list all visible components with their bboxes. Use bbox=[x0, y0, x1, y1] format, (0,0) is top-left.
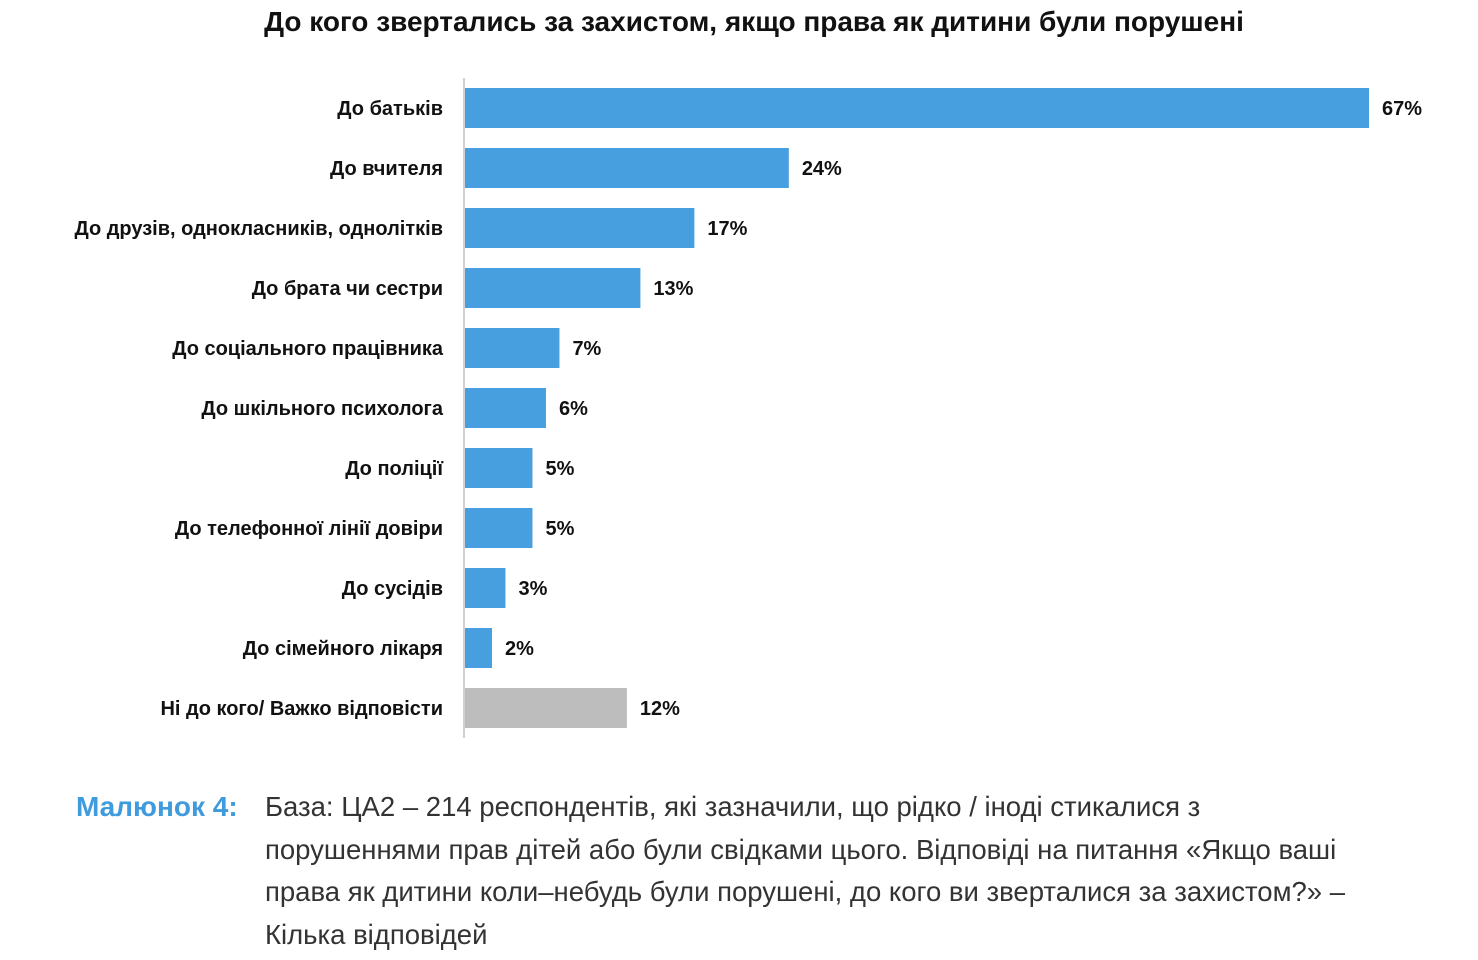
category-label: До друзів, однокласників, однолітків bbox=[74, 218, 443, 240]
category-label: До сусідів bbox=[342, 578, 443, 600]
bar bbox=[465, 208, 695, 248]
category-label: До батьків bbox=[337, 98, 443, 120]
bar bbox=[465, 268, 641, 308]
value-label: 7% bbox=[572, 338, 601, 360]
category-label: До телефонної лінії довіри bbox=[175, 518, 443, 540]
value-label: 6% bbox=[559, 398, 588, 420]
bar bbox=[465, 448, 533, 488]
bar bbox=[465, 688, 627, 728]
category-label: До поліції bbox=[345, 458, 443, 480]
category-label: До брата чи сестри bbox=[252, 278, 443, 300]
category-label: До соціального працівника bbox=[172, 338, 444, 360]
bar bbox=[465, 388, 546, 428]
category-label: До вчителя bbox=[330, 158, 443, 180]
caption-text: База: ЦА2 – 214 респондентів, які зазнач… bbox=[265, 791, 1345, 950]
value-label: 5% bbox=[545, 518, 574, 540]
value-label: 67% bbox=[1382, 98, 1422, 120]
chart-title: До кого звертались за захистом, якщо пра… bbox=[264, 6, 1244, 37]
value-label: 5% bbox=[545, 458, 574, 480]
bar bbox=[465, 88, 1369, 128]
bar-chart: До батьків 67% До вчителя 24% До друзів, одн… bbox=[74, 78, 1422, 738]
value-label: 2% bbox=[505, 638, 534, 660]
value-label: 24% bbox=[802, 158, 842, 180]
category-label: Ні до кого/ Важко відповісти bbox=[160, 698, 443, 720]
value-label: 12% bbox=[640, 698, 680, 720]
caption-label: Малюнок 4: bbox=[76, 791, 238, 822]
category-label: До шкільного психолога bbox=[201, 398, 443, 420]
bar bbox=[465, 508, 533, 548]
bar bbox=[465, 628, 492, 668]
category-label: До сімейного лікаря bbox=[243, 638, 443, 660]
bar bbox=[465, 328, 560, 368]
value-label: 13% bbox=[653, 278, 693, 300]
value-label: 17% bbox=[707, 218, 747, 240]
bar bbox=[465, 568, 506, 608]
value-label: 3% bbox=[518, 578, 547, 600]
figure-caption: Малюнок 4: База: ЦА2 – 214 респондентів,… bbox=[76, 786, 1376, 956]
bar bbox=[465, 148, 789, 188]
